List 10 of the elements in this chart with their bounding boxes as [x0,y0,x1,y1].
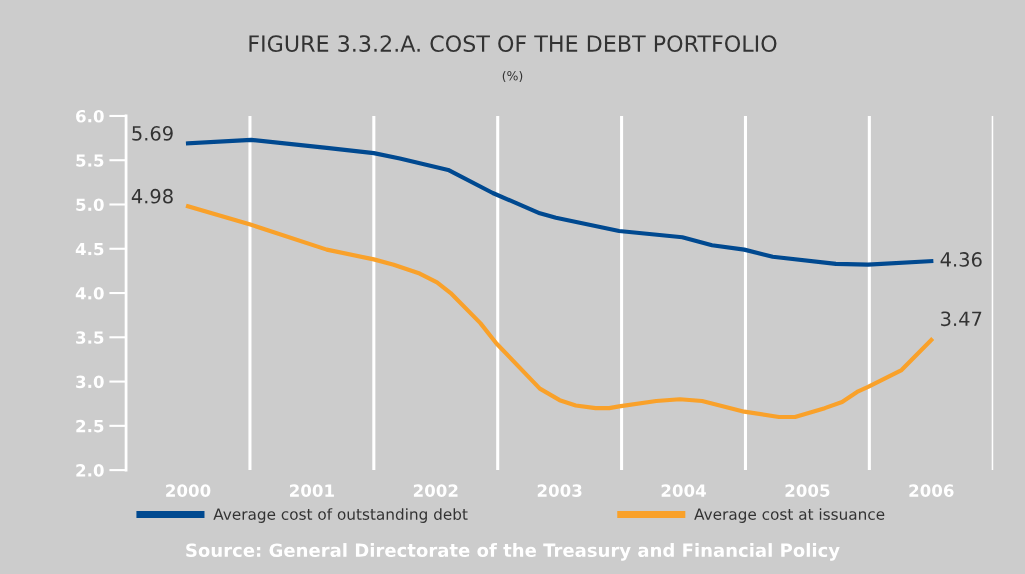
legend-label: Average cost of outstanding debt [213,508,468,523]
chart-subtitle: (%) [502,70,523,83]
data-label: 5.69 [132,126,173,141]
chart-title: FIGURE 3.3.2.A. COST OF THE DEBT PORTFOLIO [249,35,777,52]
data-label: 3.47 [941,311,982,327]
data-label: 4.98 [131,188,173,204]
data-label: 4.36 [940,252,982,267]
line-series [185,204,934,420]
line-series [185,137,934,267]
legend-label: Average cost at issuance [694,508,885,523]
